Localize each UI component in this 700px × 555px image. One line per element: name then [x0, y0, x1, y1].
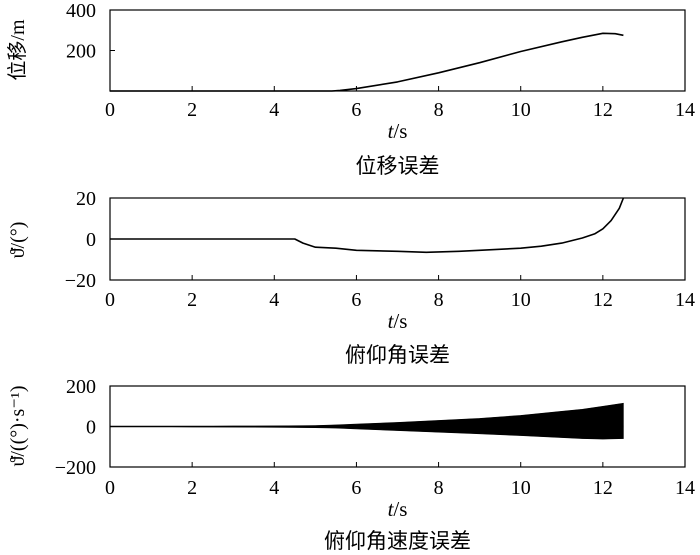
y-tick-label: 200: [66, 376, 96, 398]
x-tick-label: 8: [434, 99, 444, 121]
x-tick-label: 10: [511, 99, 531, 121]
pitch-rate-error-chart: 0 2 4 6 8 10 12 14 200 0 −200 t/s 俯仰角速度误差 ϑ̇/((°)·s⁻¹…: [7, 376, 695, 553]
chart-caption: 俯仰角误差: [345, 343, 450, 367]
x-axis-label: t/s: [388, 497, 408, 521]
chart-caption: 位移误差: [356, 154, 440, 178]
x-tick-label: 14: [675, 99, 695, 121]
x-axis-label-variable: t: [388, 497, 395, 521]
y-tick-label: −20: [65, 270, 96, 292]
displacement-error-chart: 0 2 4 6 8 10 12 14 200 400 t/s 位移误差 位移/m: [6, 0, 695, 178]
x-axis-label-variable: t: [388, 119, 395, 143]
x-tick-label: 14: [675, 477, 695, 499]
x-tick-label: 6: [351, 99, 361, 121]
y-axis-label: ϑ̇/(°): [7, 222, 29, 259]
y-tick-label: 20: [76, 188, 96, 210]
series-line-0: [110, 32, 624, 92]
y-tick-label: 0: [86, 229, 96, 251]
plot-frame: [109, 9, 686, 92]
x-tick-label: 14: [675, 289, 695, 311]
y-tick-label: 400: [66, 0, 96, 22]
x-axis-label: t/s: [388, 309, 408, 333]
y-tick-label: 0: [86, 417, 96, 439]
series-line-0: [110, 197, 625, 254]
series-band-0: [110, 402, 624, 440]
x-tick-label: 12: [593, 99, 613, 121]
y-tick-label: −200: [55, 457, 96, 479]
x-tick-label: 4: [269, 99, 279, 121]
x-tick-label: 12: [593, 477, 613, 499]
x-tick-label: 6: [351, 477, 361, 499]
x-tick-label: 2: [187, 99, 197, 121]
x-axis-label-variable: t: [388, 309, 395, 333]
x-axis-label-unit: /s: [393, 309, 407, 333]
y-axis-label: ϑ̇/((°)·s⁻¹): [7, 385, 29, 466]
x-axis-label-unit: /s: [393, 119, 407, 143]
x-tick-label: 8: [434, 289, 444, 311]
x-tick-label: 0: [105, 477, 115, 499]
x-tick-label: 12: [593, 289, 613, 311]
y-axis-label: 位移/m: [6, 19, 29, 81]
pitch-angle-error-chart: 0 2 4 6 8 10 12 14 20 0 −20 t/s 俯仰角误差 ϑ̇/(°): [7, 188, 695, 367]
x-tick-label: 2: [187, 477, 197, 499]
x-tick-label: 0: [105, 99, 115, 121]
x-axis-label: t/s: [388, 119, 408, 143]
x-tick-label: 4: [269, 289, 279, 311]
x-tick-label: 0: [105, 289, 115, 311]
x-tick-label: 6: [351, 289, 361, 311]
chart-caption: 俯仰角速度误差: [324, 529, 471, 553]
x-tick-label: 10: [511, 477, 531, 499]
x-tick-label: 8: [434, 477, 444, 499]
x-tick-label: 4: [269, 477, 279, 499]
x-axis-label-unit: /s: [393, 497, 407, 521]
x-tick-label: 2: [187, 289, 197, 311]
x-tick-label: 10: [511, 289, 531, 311]
y-tick-label: 200: [66, 41, 96, 63]
